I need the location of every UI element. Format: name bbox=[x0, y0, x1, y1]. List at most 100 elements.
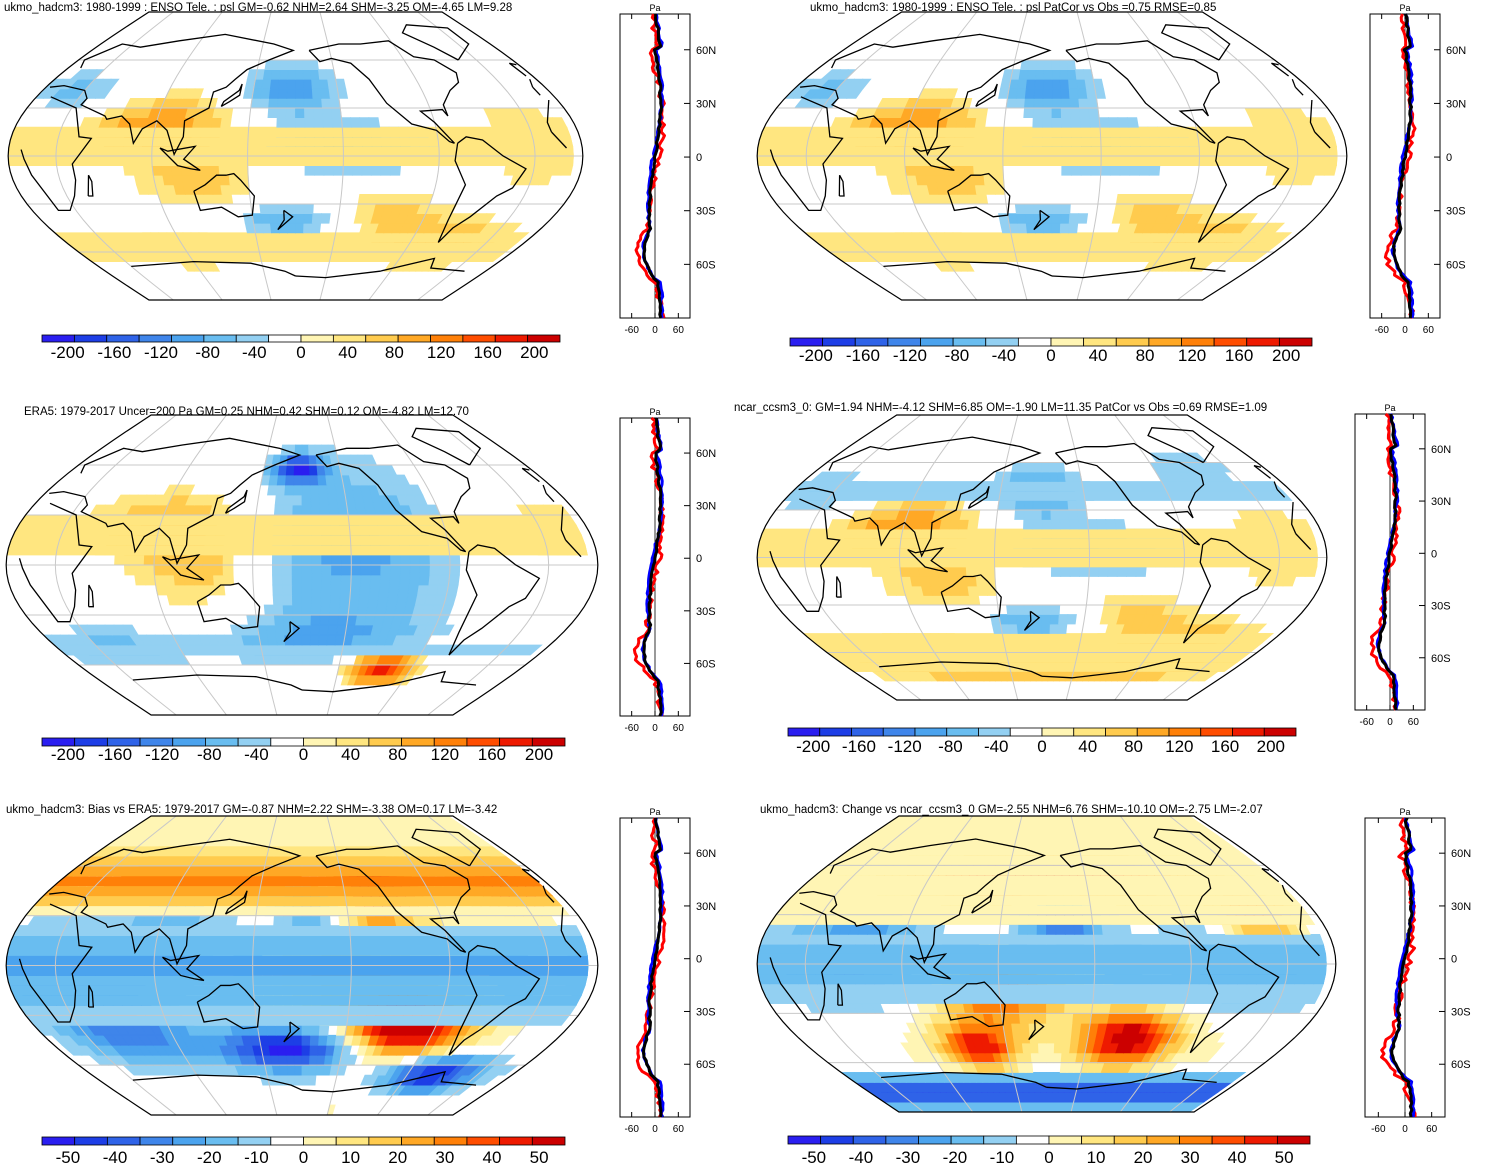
colorbar-label: -30 bbox=[896, 1148, 921, 1167]
map-border bbox=[756, 11, 1348, 301]
zonal-profile-p3: 60N 30N 0 30S 60S -60 0 60 Pa bbox=[619, 407, 716, 734]
value-tick-label: -60 bbox=[1359, 717, 1374, 728]
map-border bbox=[5, 815, 599, 1116]
panel-title: ukmo_hadcm3: 1980-1999 : ENSO Tele. : ps… bbox=[810, 2, 1216, 14]
panel-p1: ukmo_hadcm3: 1980-1999 : ENSO Tele. : ps… bbox=[4, 2, 716, 362]
profile-units: Pa bbox=[649, 807, 660, 817]
colorbar-swatch bbox=[1050, 337, 1085, 347]
lat-tick-label: 60S bbox=[1451, 1059, 1471, 1071]
colorbar-swatch bbox=[300, 334, 334, 343]
colorbar-swatch bbox=[950, 1135, 985, 1145]
zonal-profile-p5: 60N 30N 0 30S 60S -60 0 60 Pa bbox=[619, 807, 716, 1135]
profile-red-line bbox=[1380, 817, 1417, 1118]
colorbar-swatch bbox=[303, 737, 337, 747]
lat-tick-label: 60N bbox=[696, 448, 716, 460]
colorbar-label: -40 bbox=[992, 346, 1017, 365]
colorbar-swatch bbox=[74, 1136, 108, 1146]
colorbar-label: 160 bbox=[473, 343, 501, 362]
graticule bbox=[757, 12, 1347, 300]
colorbar-label: 200 bbox=[525, 745, 553, 764]
map-border bbox=[756, 815, 1337, 1113]
lat-tick-label: 60S bbox=[1431, 653, 1451, 665]
colorbar-label: -50 bbox=[56, 1148, 81, 1167]
colorbar-swatch bbox=[1081, 1135, 1115, 1145]
profile-black-line bbox=[642, 13, 663, 319]
value-tick-label: 60 bbox=[673, 1124, 685, 1135]
colorbar-label: -120 bbox=[888, 737, 922, 756]
colorbar-swatch bbox=[1041, 727, 1075, 737]
colorbar-swatch bbox=[920, 337, 954, 347]
lat-tick-label: 30N bbox=[696, 901, 716, 913]
colorbar-swatch bbox=[1083, 337, 1117, 347]
value-tick-label: 60 bbox=[1426, 1124, 1438, 1135]
colorbar-label: 40 bbox=[1078, 737, 1097, 756]
map-field bbox=[6, 415, 598, 715]
colorbar-label: -80 bbox=[197, 745, 222, 764]
lat-tick-label: 0 bbox=[1431, 548, 1437, 560]
colorbar-swatch bbox=[1244, 1135, 1278, 1145]
colorbar-swatch bbox=[171, 334, 205, 343]
colorbar-swatch bbox=[462, 334, 496, 343]
profile-black-line bbox=[1377, 413, 1398, 711]
zonal-profile-p2: 60N 30N 0 30S 60S -60 0 60 Pa bbox=[1369, 3, 1466, 336]
colorbar-swatch bbox=[918, 1135, 952, 1145]
colorbar-label: -200 bbox=[51, 343, 85, 362]
colorbar-label: -40 bbox=[103, 1148, 128, 1167]
zonal-profile-p1: 60N 30N 0 30S 60S -60 0 60 Pa bbox=[619, 3, 716, 336]
colorbar-swatch bbox=[397, 334, 431, 343]
colorbar-label: -80 bbox=[945, 346, 970, 365]
coastlines bbox=[769, 24, 1331, 279]
lat-tick-label: 30N bbox=[696, 501, 716, 513]
colorbar-label: 50 bbox=[530, 1148, 549, 1167]
map-p2 bbox=[756, 11, 1348, 301]
colorbar-swatch bbox=[787, 727, 821, 737]
colorbar-label: 40 bbox=[338, 343, 357, 362]
lat-tick-label: 60S bbox=[696, 259, 716, 271]
colorbar-label: 200 bbox=[1272, 346, 1300, 365]
lat-tick-label: 60S bbox=[696, 1059, 716, 1071]
graticule bbox=[757, 415, 1327, 700]
colorbar-swatch bbox=[1200, 727, 1233, 737]
profile-black-line bbox=[1391, 13, 1414, 319]
colorbar-swatch bbox=[235, 334, 270, 343]
value-tick-label: -60 bbox=[1374, 325, 1389, 336]
colorbar-swatch bbox=[1179, 1135, 1213, 1145]
colorbar-swatch bbox=[1263, 727, 1297, 737]
colorbar-label: -200 bbox=[796, 737, 830, 756]
panel-p6: ukmo_hadcm3: Change vs ncar_ccsm3_0 GM=-… bbox=[756, 804, 1471, 1167]
value-tick-label: 0 bbox=[652, 325, 658, 336]
lat-tick-label: 30S bbox=[1431, 601, 1451, 613]
coastlines bbox=[769, 828, 1320, 1090]
colorbar-label: 30 bbox=[1181, 1148, 1200, 1167]
colorbar-label: 120 bbox=[431, 745, 459, 764]
coastlines bbox=[20, 24, 567, 279]
colorbar-swatch bbox=[1009, 727, 1043, 737]
colorbar-label: -160 bbox=[842, 737, 876, 756]
colorbar-swatch bbox=[365, 334, 399, 343]
colorbar-label: 120 bbox=[1165, 737, 1193, 756]
colorbar-p1: -200 -160 -120 -80 -40 0 40 80 120 160 200 bbox=[41, 334, 561, 362]
lat-tick-label: 30N bbox=[1446, 98, 1466, 110]
colorbar-label: -80 bbox=[938, 737, 963, 756]
colorbar-swatch bbox=[822, 337, 856, 347]
profile-red-line bbox=[632, 416, 666, 717]
colorbar-label: 0 bbox=[296, 343, 305, 362]
colorbar-swatch bbox=[1168, 727, 1202, 737]
colorbar-label: 160 bbox=[1225, 346, 1253, 365]
panel-title: ukmo_hadcm3: Bias vs ERA5: 1979-2017 GM=… bbox=[6, 804, 497, 816]
colorbar-label: 20 bbox=[388, 1148, 407, 1167]
profile-red-line bbox=[1369, 412, 1402, 711]
colorbar-swatch bbox=[1278, 337, 1313, 347]
colorbar-label: 80 bbox=[1136, 346, 1155, 365]
colorbar-label: 20 bbox=[1134, 1148, 1153, 1167]
lat-tick-label: 60N bbox=[696, 848, 716, 860]
map-field bbox=[6, 816, 598, 1115]
colorbar-swatch bbox=[851, 727, 884, 737]
map-field bbox=[757, 816, 1336, 1112]
lat-tick-label: 60N bbox=[1431, 444, 1451, 456]
colorbar-swatch bbox=[946, 727, 979, 737]
colorbar-swatch bbox=[268, 334, 302, 343]
colorbar-label: 0 bbox=[1037, 737, 1046, 756]
colorbar-swatch bbox=[882, 727, 916, 737]
